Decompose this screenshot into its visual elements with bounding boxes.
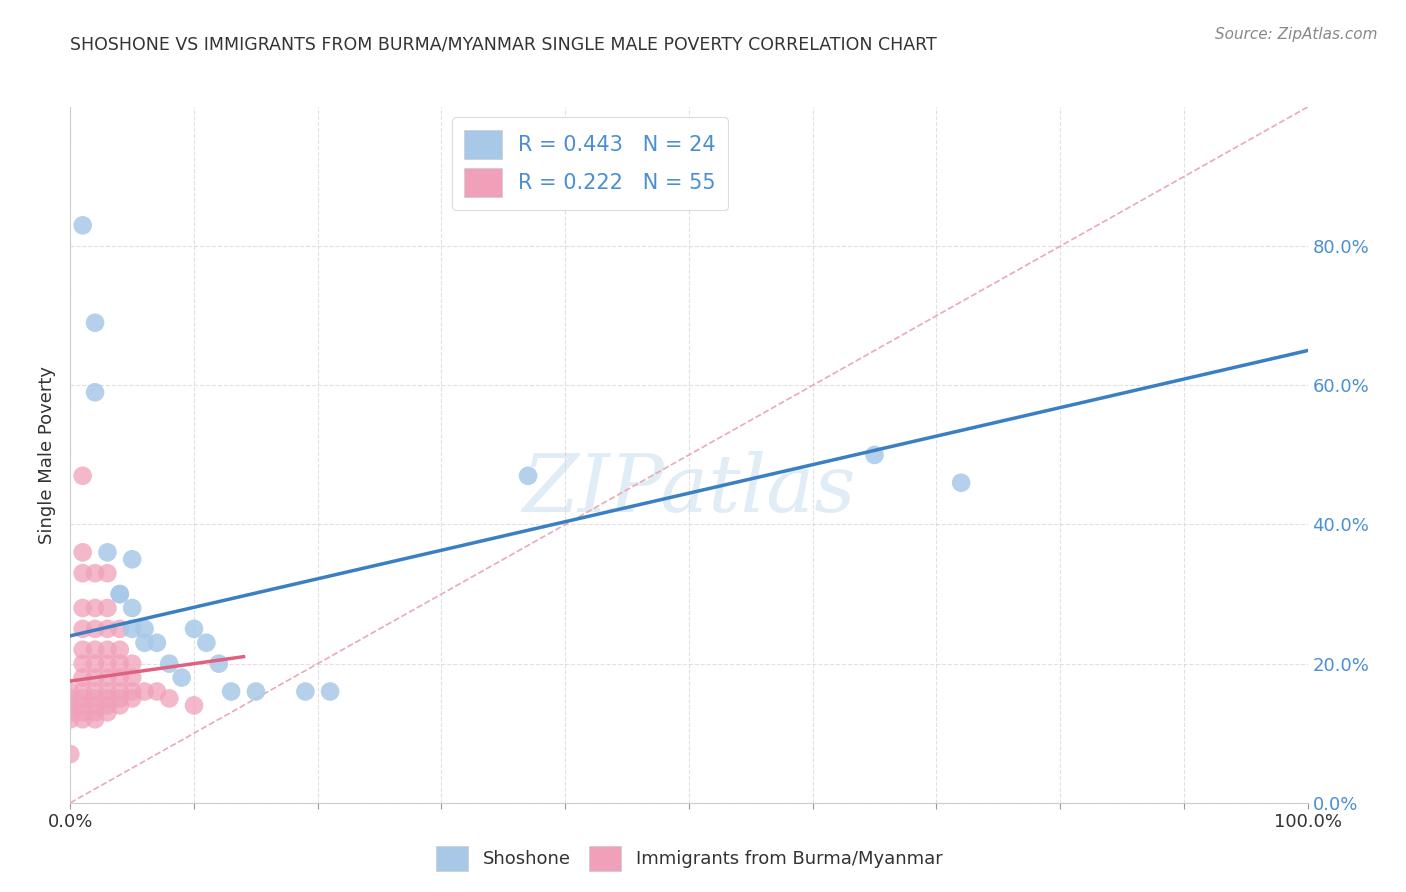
Point [84,316,107,330]
Point [72,671,94,685]
Point [84,385,107,400]
Point [245,684,267,698]
Point [59,684,82,698]
Point [121,691,143,706]
Point [146,636,169,650]
Point [96,657,118,671]
Point [146,684,169,698]
Point [108,587,131,601]
Point [121,671,143,685]
Text: SHOSHONE VS IMMIGRANTS FROM BURMA/MYANMAR SINGLE MALE POVERTY CORRELATION CHART: SHOSHONE VS IMMIGRANTS FROM BURMA/MYANMA… [70,36,936,54]
Point [157,657,180,671]
Point [96,545,118,559]
Point [108,671,131,685]
Point [157,691,180,706]
Point [72,691,94,706]
Point [108,622,131,636]
Point [863,448,886,462]
Point [121,622,143,636]
Point [950,475,973,490]
Legend: R = 0.443   N = 24, R = 0.222   N = 55: R = 0.443 N = 24, R = 0.222 N = 55 [451,118,728,210]
Point [134,684,156,698]
Point [59,747,82,761]
Point [183,622,205,636]
Point [108,587,131,601]
Y-axis label: Single Male Poverty: Single Male Poverty [38,366,56,544]
Point [72,706,94,720]
Text: ZIPatlas: ZIPatlas [522,451,856,528]
Point [72,545,94,559]
Point [84,642,107,657]
Point [170,671,193,685]
Point [59,691,82,706]
Point [108,642,131,657]
Point [108,684,131,698]
Point [121,601,143,615]
Point [96,691,118,706]
Point [84,671,107,685]
Point [96,706,118,720]
Point [108,657,131,671]
Point [59,698,82,713]
Text: Source: ZipAtlas.com: Source: ZipAtlas.com [1215,27,1378,42]
Point [121,684,143,698]
Point [183,698,205,713]
Point [72,219,94,233]
Point [72,566,94,581]
Point [96,671,118,685]
Point [108,698,131,713]
Point [84,684,107,698]
Point [84,622,107,636]
Point [219,684,242,698]
Point [59,706,82,720]
Point [72,712,94,726]
Point [134,622,156,636]
Point [72,657,94,671]
Point [96,684,118,698]
Point [294,684,316,698]
Legend: Shoshone, Immigrants from Burma/Myanmar: Shoshone, Immigrants from Burma/Myanmar [429,838,949,879]
Point [84,691,107,706]
Point [517,468,540,483]
Point [72,601,94,615]
Point [96,601,118,615]
Point [108,691,131,706]
Point [121,552,143,566]
Point [84,712,107,726]
Point [121,657,143,671]
Point [84,657,107,671]
Point [72,468,94,483]
Point [72,622,94,636]
Point [208,657,231,671]
Point [84,698,107,713]
Point [195,636,218,650]
Point [59,712,82,726]
Point [72,642,94,657]
Point [134,636,156,650]
Point [84,601,107,615]
Point [96,566,118,581]
Point [84,566,107,581]
Point [96,698,118,713]
Point [96,622,118,636]
Point [72,698,94,713]
Point [96,642,118,657]
Point [319,684,342,698]
Point [72,684,94,698]
Point [84,706,107,720]
